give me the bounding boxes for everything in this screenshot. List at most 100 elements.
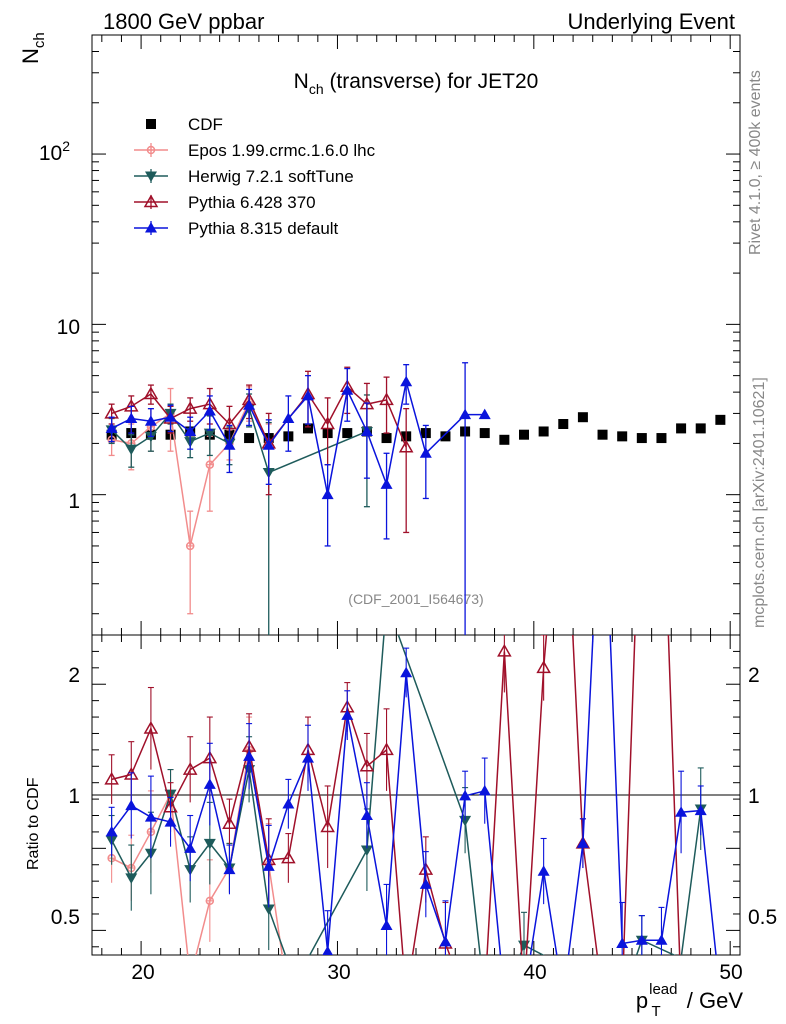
pythia8-ratio-point-15 xyxy=(400,666,413,678)
pythia6-main-point-14 xyxy=(398,439,414,453)
pythia8-main-point-7 xyxy=(243,399,256,410)
pythia8-ratio-point-28 xyxy=(655,934,668,945)
pythia8-main-point-5 xyxy=(203,404,216,416)
legend-marker-pythia8 xyxy=(145,222,157,233)
cdf-main-point-19 xyxy=(479,428,490,439)
pythia6-ratio-point-4 xyxy=(182,762,198,775)
pythia6-ratio-point-13 xyxy=(359,758,375,772)
cdf-main-point-12 xyxy=(342,428,353,439)
pythia8-main-point-3 xyxy=(164,411,177,422)
herwig-ratio-point-11 xyxy=(360,845,373,856)
pythia8-ratio-point-24 xyxy=(576,837,589,848)
cdf-main-point-7 xyxy=(244,433,255,444)
pythia8-main-point-16 xyxy=(419,447,432,458)
pythia6-ratio-point-0 xyxy=(104,771,119,785)
pythia8-ratio-point-18 xyxy=(459,789,472,801)
main-series xyxy=(104,362,726,635)
pythia6-ratio-point-11 xyxy=(320,819,335,833)
herwig-ratio-line xyxy=(110,635,702,955)
legend-label-pythia6: Pythia 6.428 370 xyxy=(188,193,316,212)
pythia8-ratio-point-17 xyxy=(439,935,452,947)
pythia8-ratio-point-30 xyxy=(694,804,707,816)
pythia8-ratio-point-11 xyxy=(322,945,333,955)
pythia6-main-point-13 xyxy=(379,392,394,406)
pythia8-ratio-point-13 xyxy=(360,809,373,821)
axis-ticks xyxy=(92,34,740,955)
cdf-main-point-31 xyxy=(715,414,726,425)
cdf-main-point-25 xyxy=(597,429,608,440)
pythia6-ratio-line xyxy=(111,635,681,955)
ratio-tick-labels: 0.5 1 2 0.5 1 2 xyxy=(51,664,777,929)
pythia6-ratio-point-22 xyxy=(536,660,551,674)
cdf-main-point-20 xyxy=(499,434,510,445)
pythia8-main-point-0 xyxy=(105,422,118,433)
pythia6-ratio-point-14 xyxy=(379,742,394,756)
cdf-main-point-14 xyxy=(381,433,392,444)
ratio-series xyxy=(104,635,717,955)
rivet-watermark: Rivet 4.1.0, ≥ 400k events xyxy=(747,70,764,255)
pythia8-ratio-point-7 xyxy=(243,750,256,761)
herwig-main-point-2 xyxy=(144,431,157,443)
ratio-tick-0.5-right: 0.5 xyxy=(748,906,777,929)
pythia8-main-point-10 xyxy=(302,389,314,401)
pythia8-ratio-point-3 xyxy=(164,816,177,827)
cdf-main-point-26 xyxy=(617,431,628,442)
pythia8-ratio-point-26 xyxy=(616,937,629,949)
cdf-main-point-30 xyxy=(695,423,706,434)
ratio-tick-0.5-left: 0.5 xyxy=(51,906,80,929)
herwig-ratio-point-16 xyxy=(518,940,530,952)
legend-marker-pythia6 xyxy=(143,194,159,208)
pythia8-main-point-9 xyxy=(282,412,295,424)
cdf-main-point-22 xyxy=(538,426,549,437)
herwig-main-point-5 xyxy=(203,428,216,440)
herwig-ratio-point-1 xyxy=(125,873,138,884)
ratio-tick-2-left: 2 xyxy=(68,664,80,687)
herwig-ratio-point-8 xyxy=(262,904,275,916)
pythia8-ratio-point-1 xyxy=(125,799,138,811)
legend-marker-herwig xyxy=(145,171,157,182)
ratio-tick-1-left: 1 xyxy=(68,785,80,808)
pythia6-ratio-point-2 xyxy=(143,721,159,734)
y-axis-label: Nch xyxy=(18,32,48,64)
cdf-main-point-21 xyxy=(519,429,529,440)
pythia8-ratio-point-4 xyxy=(184,842,197,853)
pythia8-ratio-point-8 xyxy=(262,860,275,871)
pythia8-ratio-point-6 xyxy=(223,863,236,875)
pythia8-ratio-point-5 xyxy=(203,778,216,789)
epos-ratio-line xyxy=(111,749,283,955)
herwig-main-line xyxy=(111,406,368,474)
pythia6-main-point-2 xyxy=(143,386,159,400)
pythia8-main-point-18 xyxy=(478,408,491,420)
x-tick-label-30: 30 xyxy=(327,961,350,984)
pythia8-main-point-6 xyxy=(223,439,236,450)
legend-label-herwig: Herwig 7.2.1 softTune xyxy=(188,167,354,186)
cdf-main-point-10 xyxy=(303,423,313,434)
legend-label-epos: Epos 1.99.crmc.1.6.0 lhc xyxy=(188,141,376,160)
pythia8-ratio-point-10 xyxy=(302,752,314,763)
cdf-main-point-23 xyxy=(558,418,569,429)
header-right: Underlying Event xyxy=(567,9,735,34)
y-tick-label-1: 1 xyxy=(68,490,80,513)
cdf-main-point-27 xyxy=(636,433,647,444)
x-tick-label-50: 50 xyxy=(719,961,742,984)
pythia8-main-point-11 xyxy=(321,488,334,500)
pythia8-main-point-1 xyxy=(125,412,138,424)
ratio-tick-2-right: 2 xyxy=(748,664,760,687)
pythia8-main-point-2 xyxy=(144,415,157,426)
pythia8-main-point-14 xyxy=(380,478,393,489)
header-left: 1800 GeV ppbar xyxy=(103,9,264,34)
cdf-main-point-28 xyxy=(656,433,667,444)
cdf-main-point-29 xyxy=(676,423,687,434)
plot-title: Nch (transverse) for JET20 xyxy=(294,70,539,97)
pythia8-ratio-line xyxy=(111,635,717,955)
legend-marker-cdf xyxy=(146,119,156,129)
y-tick-label-100: 102 xyxy=(39,138,70,165)
pythia8-ratio-point-29 xyxy=(675,806,688,817)
legend-label-pythia8: Pythia 8.315 default xyxy=(188,219,339,238)
y-tick-label-10: 10 xyxy=(57,316,80,339)
pythia8-main-point-15 xyxy=(400,375,413,387)
herwig-ratio-point-5 xyxy=(203,838,216,850)
pythia8-main-point-4 xyxy=(184,425,197,436)
legend: CDF Epos 1.99.crmc.1.6.0 lhc Herwig 7.2.1 … xyxy=(134,115,376,238)
